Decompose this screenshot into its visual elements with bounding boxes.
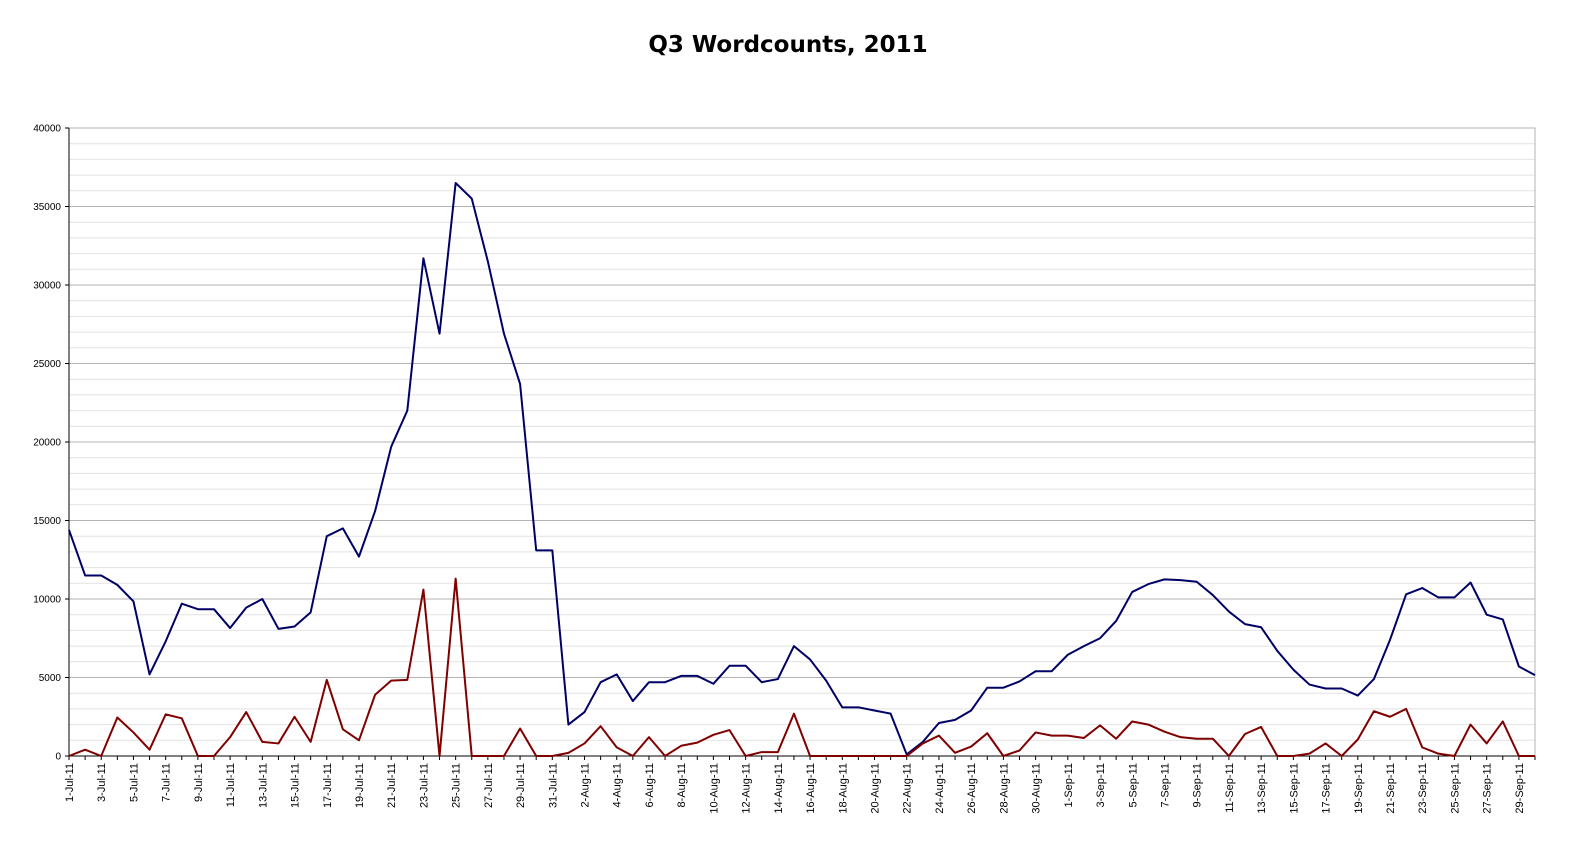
x-tick-label: 7-Jul-11 [161, 763, 173, 802]
y-tick-label: 15000 [33, 516, 61, 527]
x-tick-label: 29-Sep-11 [1514, 763, 1526, 814]
x-tick-label: 9-Sep-11 [1192, 763, 1204, 807]
x-tick-label: 1-Sep-11 [1063, 763, 1075, 807]
x-tick-label: 23-Sep-11 [1417, 763, 1429, 814]
chart-title: Q3 Wordcounts, 2011 [648, 32, 928, 58]
x-tick-label: 6-Aug-11 [644, 763, 656, 807]
x-tick-label: 27-Sep-11 [1482, 763, 1494, 814]
y-tick-label: 25000 [33, 359, 61, 370]
x-tick-label: 21-Sep-11 [1385, 763, 1397, 814]
x-tick-label: 7-Sep-11 [1159, 763, 1171, 807]
x-tick-label: 11-Jul-11 [225, 763, 237, 807]
x-tick-label: 28-Aug-11 [998, 763, 1010, 814]
x-tick-label: 5-Sep-11 [1127, 763, 1139, 807]
x-tick-label: 12-Aug-11 [741, 763, 753, 814]
grid-lines [69, 143, 1535, 741]
x-tick-label: 21-Jul-11 [386, 763, 398, 808]
y-tick-label: 5000 [39, 673, 62, 684]
series-line-2 [68, 577, 1535, 757]
x-tick-label: 1-Jul-11 [64, 763, 76, 802]
x-tick-label: 18-Aug-11 [837, 763, 849, 814]
series-lines [68, 181, 1536, 757]
x-tick-label: 11-Sep-11 [1224, 763, 1236, 813]
x-tick-label: 30-Aug-11 [1031, 763, 1043, 814]
x-tick-label: 13-Jul-11 [257, 763, 269, 808]
series-line-1 [68, 181, 1536, 756]
x-tick-label: 14-Aug-11 [773, 763, 785, 814]
x-tick-label: 25-Sep-11 [1449, 763, 1461, 814]
x-tick-label: 2-Aug-11 [580, 763, 592, 807]
x-tick-label: 25-Jul-11 [451, 763, 463, 808]
y-tick-label: 10000 [33, 595, 61, 606]
x-tick-label: 29-Jul-11 [515, 763, 527, 808]
x-tick-label: 31-Jul-11 [547, 763, 559, 808]
x-axis-ticks: 1-Jul-11 3-Jul-11 5-Jul-11 7-Jul-11 9-Jul-11… [64, 756, 1536, 814]
y-tick-label: 20000 [33, 438, 61, 449]
y-tick-label: 40000 [33, 124, 61, 135]
x-tick-label: 22-Aug-11 [902, 763, 914, 814]
x-tick-label: 16-Aug-11 [805, 763, 817, 814]
x-tick-label: 17-Sep-11 [1321, 763, 1333, 814]
x-tick-label: 19-Sep-11 [1353, 763, 1365, 814]
x-tick-label: 3-Jul-11 [96, 763, 108, 802]
x-tick-label: 5-Jul-11 [128, 763, 140, 802]
x-tick-label: 27-Jul-11 [483, 763, 495, 808]
x-tick-label: 10-Aug-11 [708, 763, 720, 814]
x-tick-label: 24-Aug-11 [934, 763, 946, 814]
x-tick-label: 3-Sep-11 [1095, 763, 1107, 807]
x-tick-label: 15-Sep-11 [1288, 763, 1300, 814]
x-tick-label: 17-Jul-11 [322, 763, 334, 808]
x-tick-label: 26-Aug-11 [966, 763, 978, 814]
y-axis-ticks: 0 5000 10000 15000 20000 25000 30000 35000 40000 [33, 124, 69, 763]
y-tick-label: 0 [55, 752, 61, 763]
x-tick-label: 15-Jul-11 [290, 763, 302, 808]
x-tick-label: 23-Jul-11 [418, 763, 430, 808]
x-tick-label: 19-Jul-11 [354, 763, 366, 808]
y-tick-label: 30000 [33, 281, 61, 292]
x-tick-label: 20-Aug-11 [869, 763, 881, 814]
x-tick-label: 9-Jul-11 [193, 763, 205, 802]
y-tick-label: 35000 [33, 202, 61, 213]
x-tick-label: 13-Sep-11 [1256, 763, 1268, 814]
x-tick-label: 8-Aug-11 [676, 763, 688, 807]
x-tick-label: 4-Aug-11 [612, 763, 624, 807]
